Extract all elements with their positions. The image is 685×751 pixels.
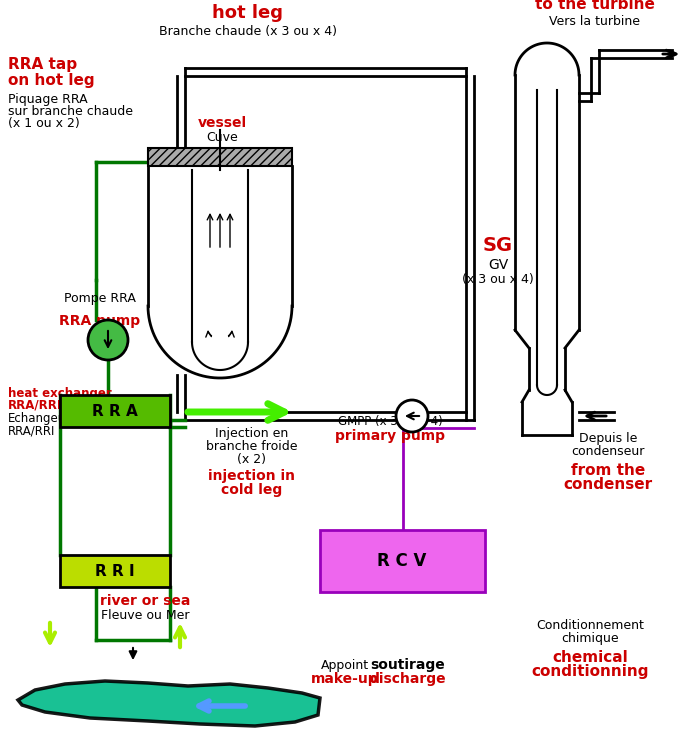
Text: discharge: discharge <box>370 672 447 686</box>
Text: heat exchanger: heat exchanger <box>8 387 112 400</box>
Circle shape <box>396 400 428 432</box>
Text: Vers la turbine: Vers la turbine <box>549 15 640 28</box>
Text: chimique: chimique <box>561 632 619 645</box>
Text: river or sea: river or sea <box>100 594 190 608</box>
Text: RRA tap: RRA tap <box>8 57 77 72</box>
Text: soutirage: soutirage <box>371 658 445 672</box>
Text: sur branche chaude: sur branche chaude <box>8 105 133 118</box>
Text: cold leg: cold leg <box>221 483 283 497</box>
Text: Injection en: Injection en <box>215 427 288 440</box>
Text: condenseur: condenseur <box>571 445 645 458</box>
Polygon shape <box>148 166 292 378</box>
Circle shape <box>88 320 128 360</box>
Text: Cuve: Cuve <box>206 131 238 144</box>
Text: RRA/RRI: RRA/RRI <box>8 399 62 412</box>
Text: make-up: make-up <box>311 672 379 686</box>
Text: RRA/RRI: RRA/RRI <box>8 424 55 437</box>
Text: Echangeurs: Echangeurs <box>8 412 77 425</box>
Text: condenser: condenser <box>564 477 653 492</box>
Text: GV: GV <box>488 258 508 272</box>
Text: GMPP (x 3 ou x 4): GMPP (x 3 ou x 4) <box>338 415 443 428</box>
Text: Conditionnement: Conditionnement <box>536 619 644 632</box>
Text: Pompe RRA: Pompe RRA <box>64 292 136 305</box>
Text: (x 1 ou x 2): (x 1 ou x 2) <box>8 117 79 130</box>
Text: from the: from the <box>571 463 645 478</box>
Text: Branche chaude (x 3 ou x 4): Branche chaude (x 3 ou x 4) <box>159 25 337 38</box>
Bar <box>60 395 170 427</box>
Text: (x 2): (x 2) <box>238 453 266 466</box>
Text: on hot leg: on hot leg <box>8 73 95 88</box>
Text: to the turbine: to the turbine <box>535 0 655 12</box>
Text: R R A: R R A <box>92 403 138 418</box>
Text: vessel: vessel <box>197 116 247 130</box>
Text: R C V: R C V <box>377 552 427 570</box>
Text: R R I: R R I <box>95 563 135 578</box>
Text: RRA pump: RRA pump <box>60 314 140 328</box>
Bar <box>515 75 579 330</box>
Polygon shape <box>192 170 248 370</box>
Text: SG: SG <box>483 236 513 255</box>
Bar <box>60 555 170 587</box>
Text: chemical: chemical <box>552 650 628 665</box>
Bar <box>320 530 485 592</box>
Text: Fleuve ou Mer: Fleuve ou Mer <box>101 609 189 622</box>
Text: Appoint: Appoint <box>321 659 369 672</box>
Bar <box>148 148 292 166</box>
Text: (x 3 ou x 4): (x 3 ou x 4) <box>462 273 534 286</box>
Text: injection in: injection in <box>208 469 295 483</box>
Text: Depuis le: Depuis le <box>579 432 637 445</box>
Text: primary pump: primary pump <box>335 429 445 443</box>
Polygon shape <box>18 681 320 726</box>
Text: branche froide: branche froide <box>206 440 298 453</box>
Text: hot leg: hot leg <box>212 4 284 22</box>
Text: Piquage RRA: Piquage RRA <box>8 93 88 106</box>
Text: conditionning: conditionning <box>532 664 649 679</box>
